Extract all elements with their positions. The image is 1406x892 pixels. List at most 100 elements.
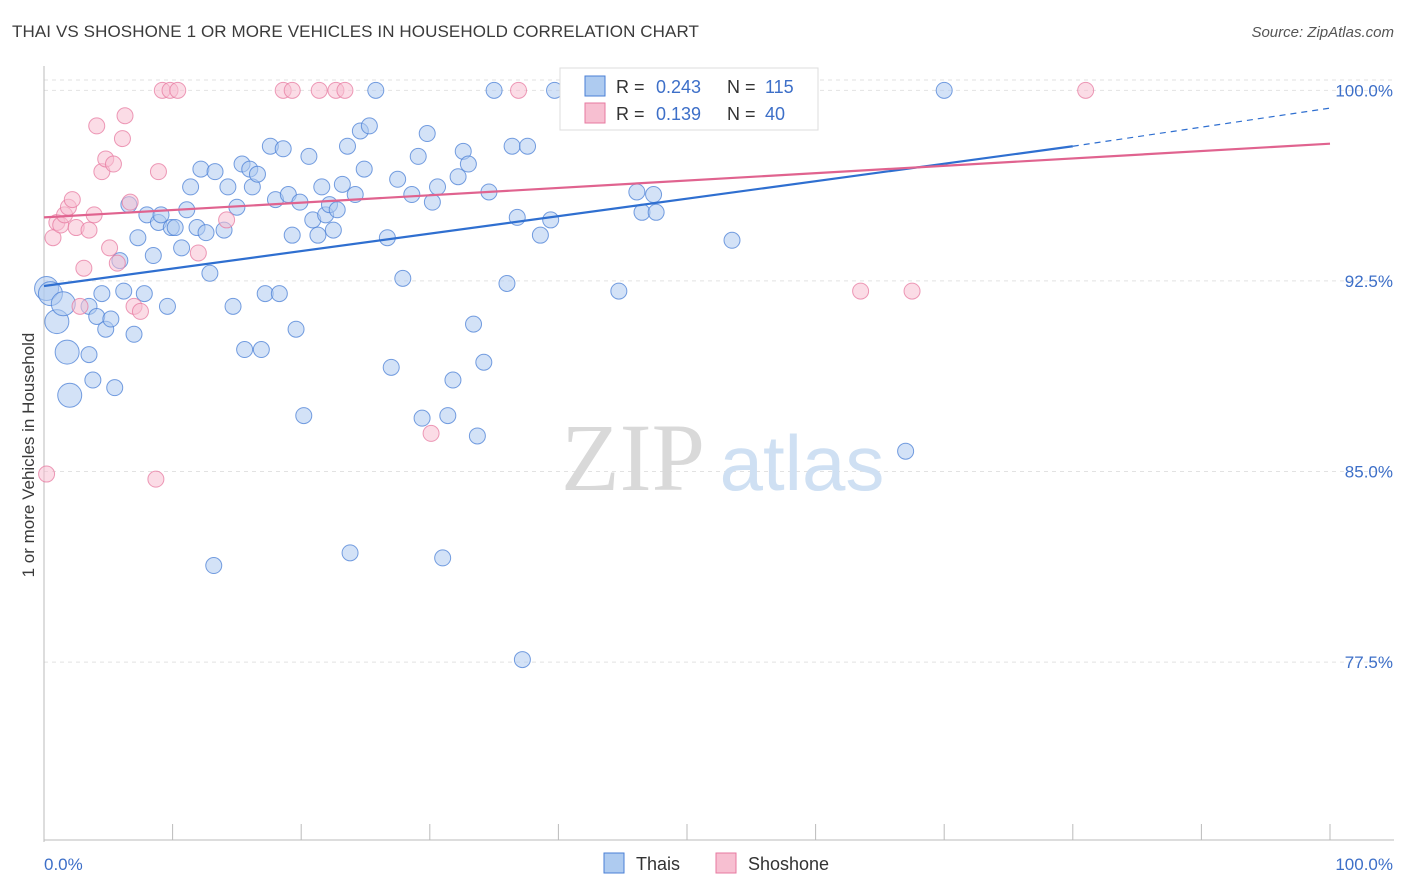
thai-point [498, 274, 516, 292]
legend-label: Thais [636, 854, 680, 874]
thai-point [158, 297, 176, 315]
thai-point [935, 81, 953, 99]
shoshone-point [147, 470, 165, 488]
thai-point [206, 163, 224, 181]
thai-point [274, 140, 292, 158]
shoshone-point [336, 81, 354, 99]
legend-swatch [603, 852, 625, 874]
thai-point [192, 160, 210, 178]
thai-point [338, 137, 356, 155]
thai-point [135, 285, 153, 303]
thai-point [205, 557, 223, 575]
thai-point [444, 371, 462, 389]
thai-point [248, 165, 266, 183]
y-tick-label: 77.5% [1345, 653, 1393, 672]
data-points [34, 81, 1095, 669]
x-tick-label: 0.0% [44, 855, 83, 874]
thai-point [355, 160, 373, 178]
thai-point [219, 178, 237, 196]
thai-point [439, 407, 457, 425]
stats-r-value: 0.243 [656, 77, 701, 97]
thai-point [610, 282, 628, 300]
y-tick-label: 100.0% [1335, 81, 1393, 100]
thai-point [313, 178, 331, 196]
stats-swatch [584, 75, 606, 97]
stats-n-value: 40 [765, 104, 785, 124]
shoshone-point [1077, 81, 1095, 99]
thai-point [287, 320, 305, 338]
thai-point [897, 442, 915, 460]
shoshone-point [422, 424, 440, 442]
stats-swatch [584, 102, 606, 124]
thai-point [57, 382, 83, 408]
shoshone-point [88, 117, 106, 135]
thai-point [503, 137, 521, 155]
shoshone-point [71, 297, 89, 315]
stats-n-label: N = [727, 77, 756, 97]
thai-point [252, 341, 270, 359]
thai-point [645, 186, 663, 204]
thai-point [166, 219, 184, 237]
stats-r-label: R = [616, 104, 645, 124]
y-tick-labels: 100.0% 92.5% 85.0% 77.5% [1335, 81, 1393, 672]
thai-point [224, 297, 242, 315]
thai-point [256, 285, 274, 303]
thai-point [283, 226, 301, 244]
stats-n-label: N = [727, 104, 756, 124]
thai-point [633, 203, 651, 221]
thai-point [409, 147, 427, 165]
thai-point [54, 339, 80, 365]
thai-point [197, 224, 215, 242]
thai-point [394, 269, 412, 287]
thai-point [295, 407, 313, 425]
thai-point [309, 226, 327, 244]
thai-point [465, 315, 483, 333]
thai-point [418, 125, 436, 143]
shoshone-point [101, 239, 119, 257]
thai-point [475, 353, 493, 371]
watermark-atlas: atlas [720, 419, 885, 507]
shoshone-trend-line [43, 142, 1331, 219]
thai-point [459, 155, 477, 173]
thai-point [201, 264, 219, 282]
source-attribution: Source: ZipAtlas.com [1251, 24, 1394, 41]
thai-point [429, 178, 447, 196]
thai-point [341, 544, 359, 562]
shoshone-point [121, 193, 139, 211]
thai-point [236, 341, 254, 359]
thai-point [270, 285, 288, 303]
thai-point [360, 117, 378, 135]
shoshone-point [510, 81, 528, 99]
watermark-zip: ZIP [561, 404, 705, 511]
thai-point [106, 379, 124, 397]
shoshone-point [310, 81, 328, 99]
stats-legend: R = 0.243 N = 115 R = 0.139 N = 40 [559, 67, 819, 131]
shoshone-point [852, 282, 870, 300]
x-tick-labels: 0.0% 100.0% [44, 855, 1393, 874]
shoshone-point [131, 302, 149, 320]
chart-title: THAI VS SHOSHONE 1 OR MORE VEHICLES IN H… [12, 22, 700, 41]
thai-point [413, 409, 431, 427]
shoshone-point [80, 221, 98, 239]
series-legend: Thais Shoshone [603, 852, 829, 874]
stats-r-label: R = [616, 77, 645, 97]
thai-point [519, 137, 537, 155]
axes [43, 66, 1394, 842]
legend-label: Shoshone [748, 854, 829, 874]
shoshone-point [38, 465, 56, 483]
shoshone-point [149, 163, 167, 181]
thai-point [403, 186, 421, 204]
watermark: ZIP atlas [561, 404, 884, 511]
stats-r-value: 0.139 [656, 104, 701, 124]
thai-point [125, 325, 143, 343]
thai-point [434, 549, 452, 567]
thai-point [300, 147, 318, 165]
thai-point [93, 285, 111, 303]
thai-point [115, 282, 133, 300]
thai-point [485, 81, 503, 99]
x-tick-label: 100.0% [1335, 855, 1393, 874]
thai-point [382, 358, 400, 376]
thai-point [542, 211, 560, 229]
thai-point [80, 346, 98, 364]
